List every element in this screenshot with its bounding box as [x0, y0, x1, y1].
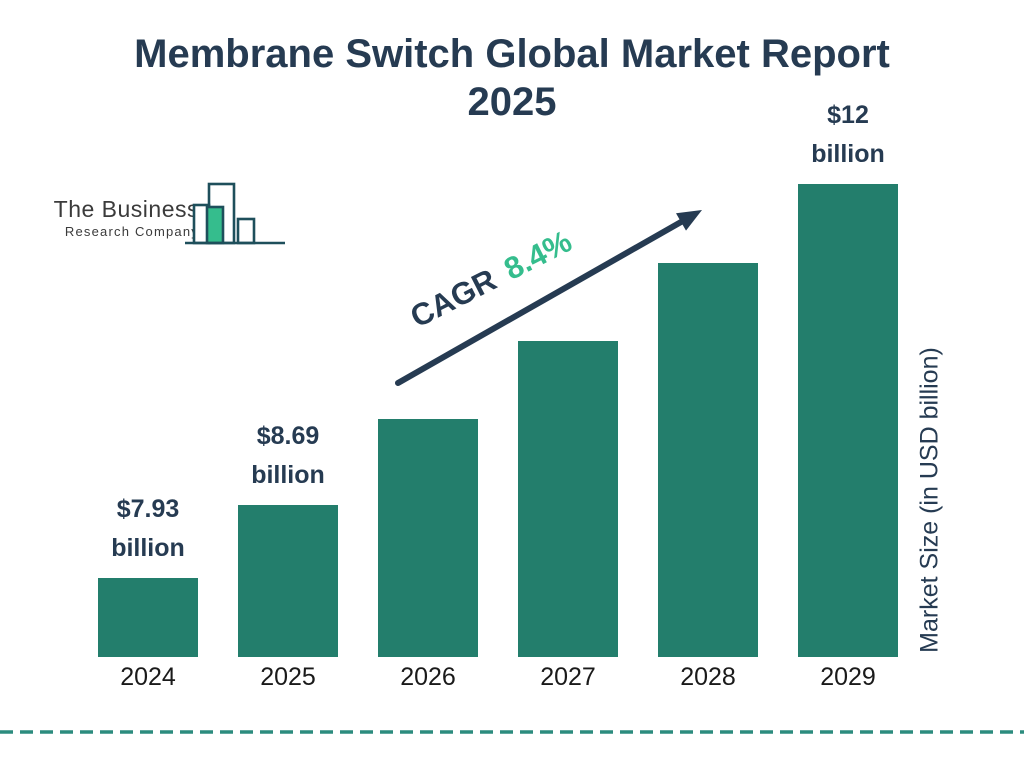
bar-2029	[798, 184, 898, 657]
logo-bars-icon	[185, 182, 285, 245]
value-label-2024: $7.93 billion	[111, 495, 185, 562]
logo-name-line1: The Business	[53, 196, 199, 222]
y-axis-label: Market Size (in USD billion)	[915, 347, 944, 653]
bar-2028	[658, 263, 758, 657]
x-tick-2024: 2024	[120, 663, 176, 691]
value-label-2025: $8.69 billion	[251, 422, 325, 489]
x-tick-2028: 2028	[680, 663, 736, 691]
company-logo: The Business Research Company	[54, 168, 287, 248]
x-tick-2025: 2025	[260, 663, 316, 691]
company-logo-text: The Business Research Company	[54, 196, 199, 239]
x-tick-2026: 2026	[400, 663, 456, 691]
bar-2025	[238, 505, 338, 657]
page-title-line2: 2025	[467, 80, 557, 124]
x-tick-2027: 2027	[540, 663, 596, 691]
logo-name-line2: Research Company	[64, 224, 199, 239]
bar-2027	[518, 341, 618, 657]
cagr-arrow	[395, 210, 702, 386]
bar-2026	[378, 419, 478, 657]
page-title: Membrane Switch Global Market Report 202…	[62, 30, 962, 126]
value-label-2029: $12 billion	[811, 101, 885, 168]
bottom-divider-line	[0, 730, 1024, 734]
page-title-line1: Membrane Switch Global Market Report	[134, 32, 890, 76]
x-tick-2029: 2029	[820, 663, 876, 691]
bar-2024	[98, 578, 198, 657]
